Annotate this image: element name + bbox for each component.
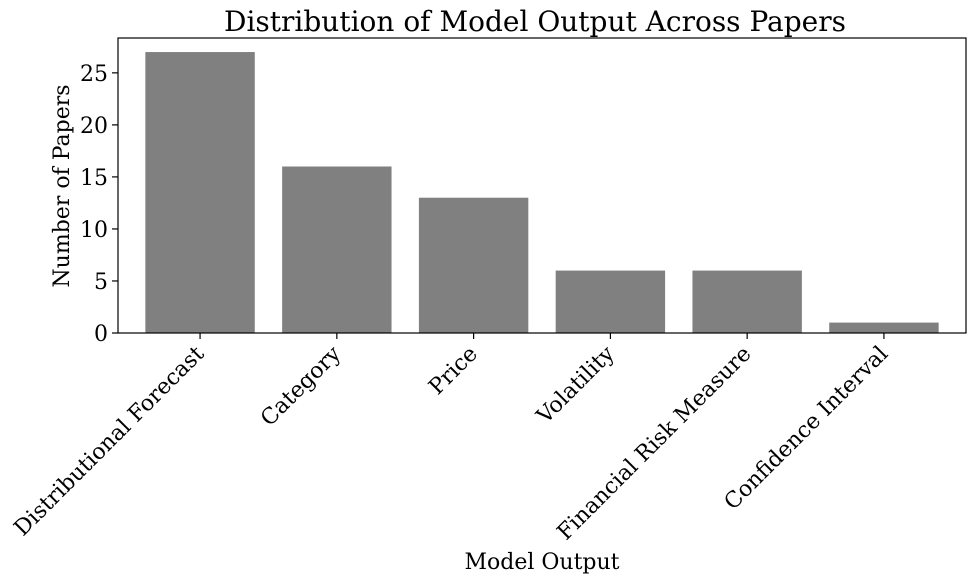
axes-frame: [117, 37, 967, 334]
y-tick-label: 20: [80, 114, 108, 139]
x-tick-label: Price: [424, 342, 482, 400]
bar-distributional-forecast: [145, 52, 255, 334]
bar-confidence-interval: [829, 322, 939, 333]
x-tick-label: Distributional Forecast: [10, 341, 210, 541]
x-tick-label: Category: [256, 341, 346, 431]
y-tick-label: 25: [80, 62, 108, 87]
bars-group: [145, 52, 939, 334]
bar-category: [282, 166, 392, 333]
x-axis-label: Model Output: [464, 550, 619, 575]
bar-financial-risk-measure: [692, 270, 802, 333]
y-tick-label: 10: [80, 218, 108, 243]
chart-title: Distribution of Model Output Across Pape…: [224, 5, 846, 38]
y-axis-ticks: 0 5 10 15 20 25: [80, 62, 118, 347]
y-tick-label: 0: [94, 322, 108, 347]
bar-volatility: [555, 270, 666, 333]
y-tick-label: 5: [94, 270, 108, 295]
y-tick-label: 15: [80, 166, 108, 191]
bar-price: [418, 197, 529, 333]
x-axis-ticks: Distributional Forecast Category Price Vola…: [10, 333, 893, 545]
y-axis-label: Number of Papers: [50, 84, 75, 287]
x-tick-label: Volatility: [532, 341, 620, 429]
